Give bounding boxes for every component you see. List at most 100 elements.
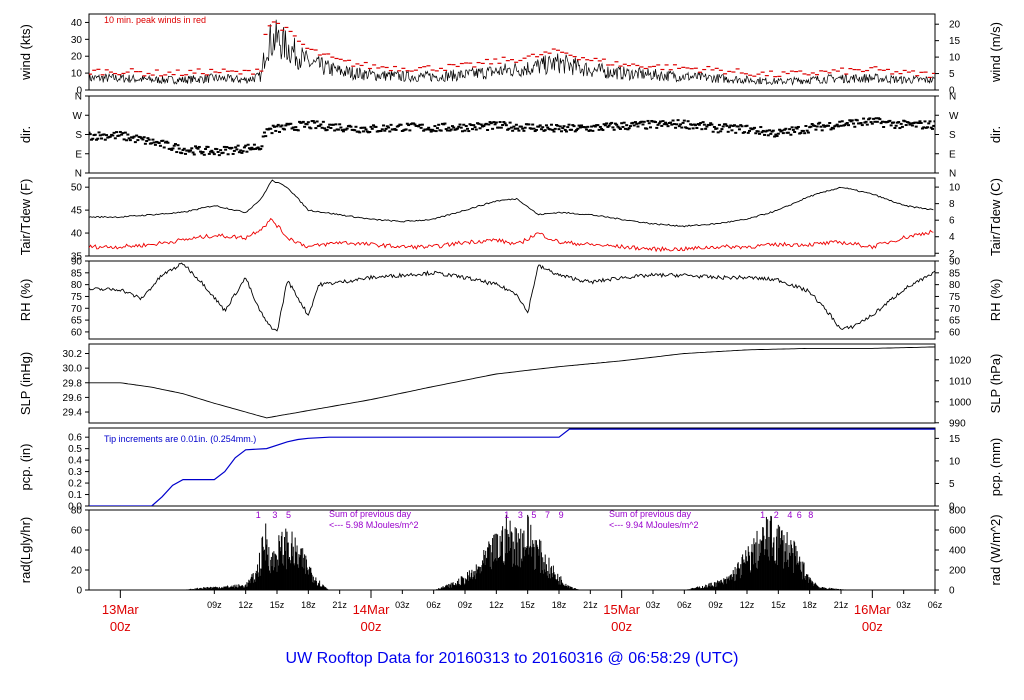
- rad-hour-mark: 9: [559, 510, 564, 520]
- plot-area: [185, 514, 849, 590]
- right-tick-label: S: [949, 130, 956, 141]
- left-tick-label: 30.2: [63, 349, 83, 360]
- left-tick-label: N: [75, 169, 82, 180]
- left-tick-label: 0: [76, 86, 82, 97]
- left-tick-label: 0.1: [68, 490, 82, 501]
- left-tick-label: 0.4: [68, 456, 82, 467]
- right-tick-label: 1020: [949, 355, 972, 366]
- rad-sum-value-2: <--- 9.94 MJoules/m^2: [609, 520, 699, 530]
- left-tick-label: 60: [71, 327, 83, 338]
- y-axis-label-right: Tair/Tdew (C): [988, 178, 1003, 256]
- left-tick-label: S: [75, 130, 82, 141]
- rad-hour-mark: 3: [272, 510, 277, 520]
- day-label-date: 15Mar: [603, 602, 641, 617]
- dewpoint-line: [89, 217, 934, 253]
- peak-wind-annotation: 10 min. peak winds in red: [104, 15, 206, 25]
- plot-area: [89, 117, 935, 157]
- wind-speed-line: [89, 19, 935, 86]
- x-tick-label: 12z: [238, 600, 253, 610]
- y-axis-label-right: pcp. (mm): [988, 438, 1003, 497]
- left-tick-label: N: [75, 92, 82, 103]
- panel-frame: [88, 95, 936, 174]
- x-tick-label: 06z: [677, 600, 692, 610]
- right-tick-label: N: [949, 169, 956, 180]
- rad-hour-mark: 1: [256, 510, 261, 520]
- day-label-time: 00z: [611, 619, 632, 634]
- left-tick-label: 40: [71, 18, 83, 29]
- left-tick-label: 0.2: [68, 479, 82, 490]
- left-tick-label: 80: [71, 280, 83, 291]
- panel-frame: [88, 427, 936, 507]
- right-tick-label: 1010: [949, 376, 972, 387]
- panel-0: 0 10 20 30 40 0 5 10 15 20 wind (kts) wind (m/s) 10 …: [18, 13, 1003, 97]
- panel-2: 35 40 45 50 2 4 6 8 10 Tair/Tdew (F) Tair/Tdew (C): [18, 177, 1003, 263]
- left-tick-label: 35: [71, 252, 83, 263]
- x-tick-label: 15z: [270, 600, 285, 610]
- right-tick-label: 75: [949, 292, 961, 303]
- y-axis-label-right: RH (%): [988, 279, 1003, 322]
- left-tick-label: W: [73, 111, 83, 122]
- x-tick-label: 06z: [928, 600, 943, 610]
- x-tick-label: 18z: [802, 600, 817, 610]
- right-tick-label: 10: [949, 183, 961, 194]
- y-axis-label: RH (%): [18, 279, 33, 322]
- left-tick-label: 29.4: [63, 408, 83, 419]
- right-tick-label: 5: [949, 69, 955, 80]
- day-label-time: 00z: [110, 619, 131, 634]
- y-axis-label-right: wind (m/s): [988, 22, 1003, 83]
- x-axis: 09z 12z 15z 18z 21z 03z 06z 09z 12z 15z 18z 21z 03z 0…: [102, 590, 943, 634]
- precip-line: [120, 428, 935, 506]
- rad-hour-mark: 7: [545, 510, 550, 520]
- panel-frame: [88, 343, 936, 424]
- right-tick-label: 8: [949, 199, 955, 210]
- rad-hour-mark: 4: [787, 510, 792, 520]
- x-tick-label: 12z: [740, 600, 755, 610]
- day-label-date: 16Mar: [854, 602, 892, 617]
- left-tick-label: 29.6: [63, 393, 83, 404]
- left-tick-label: 29.8: [63, 378, 83, 389]
- x-tick-label: 15z: [771, 600, 786, 610]
- left-tick-label: 0.6: [68, 433, 82, 444]
- right-tick-label: 2: [949, 249, 955, 260]
- right-tick-label: 15: [949, 434, 961, 445]
- left-tick-label: 90: [71, 257, 83, 268]
- left-tick-label: 0.3: [68, 467, 82, 478]
- right-tick-label: 15: [949, 36, 961, 47]
- y-axis-label: dir.: [18, 126, 33, 143]
- plot-area: [89, 262, 935, 332]
- x-tick-label: 18z: [301, 600, 316, 610]
- left-tick-label: 10: [71, 69, 83, 80]
- panel-frame: [88, 260, 936, 340]
- left-tick-label: 45: [71, 206, 83, 217]
- rad-hour-mark: 2: [774, 510, 779, 520]
- left-tick-label: 0.0: [68, 502, 82, 513]
- plot-area: [89, 19, 935, 86]
- right-tick-label: 400: [949, 546, 966, 557]
- day-label-time: 00z: [862, 619, 883, 634]
- x-tick-label: 12z: [489, 600, 504, 610]
- x-tick-label: 06z: [426, 600, 441, 610]
- x-tick-label: 21z: [583, 600, 598, 610]
- right-tick-label: 60: [949, 327, 961, 338]
- day-label-date: 14Mar: [353, 602, 391, 617]
- plot-area: [89, 428, 935, 506]
- panel-4: 29.4 29.6 29.8 30.0 30.2 990 1000 1010 1020 SLP (…: [18, 343, 1003, 429]
- x-tick-label: 15z: [520, 600, 535, 610]
- rad-sum-title-2: Sum of previous day: [609, 509, 692, 519]
- panel-frame: [88, 13, 936, 91]
- x-tick-label: 03z: [896, 600, 911, 610]
- air-temp-line: [89, 179, 934, 228]
- rad-hour-mark: 3: [518, 510, 523, 520]
- y-axis-label-right: dir.: [988, 126, 1003, 143]
- figure-title: UW Rooftop Data for 20160313 to 20160316…: [285, 650, 739, 667]
- right-tick-label: 85: [949, 268, 961, 279]
- rad-sum-title-1: Sum of previous day: [329, 509, 412, 519]
- left-tick-label: 30: [71, 35, 83, 46]
- panel-5: 0.00.10.20.30.40.50.6 0 5 10 15 pcp. (in) pcp.…: [18, 427, 1003, 513]
- rad-hour-mark: 1: [760, 510, 765, 520]
- plot-area: [89, 346, 935, 419]
- right-tick-label: 0: [949, 502, 955, 513]
- plot-area: [89, 179, 934, 253]
- left-tick-label: 20: [71, 52, 83, 63]
